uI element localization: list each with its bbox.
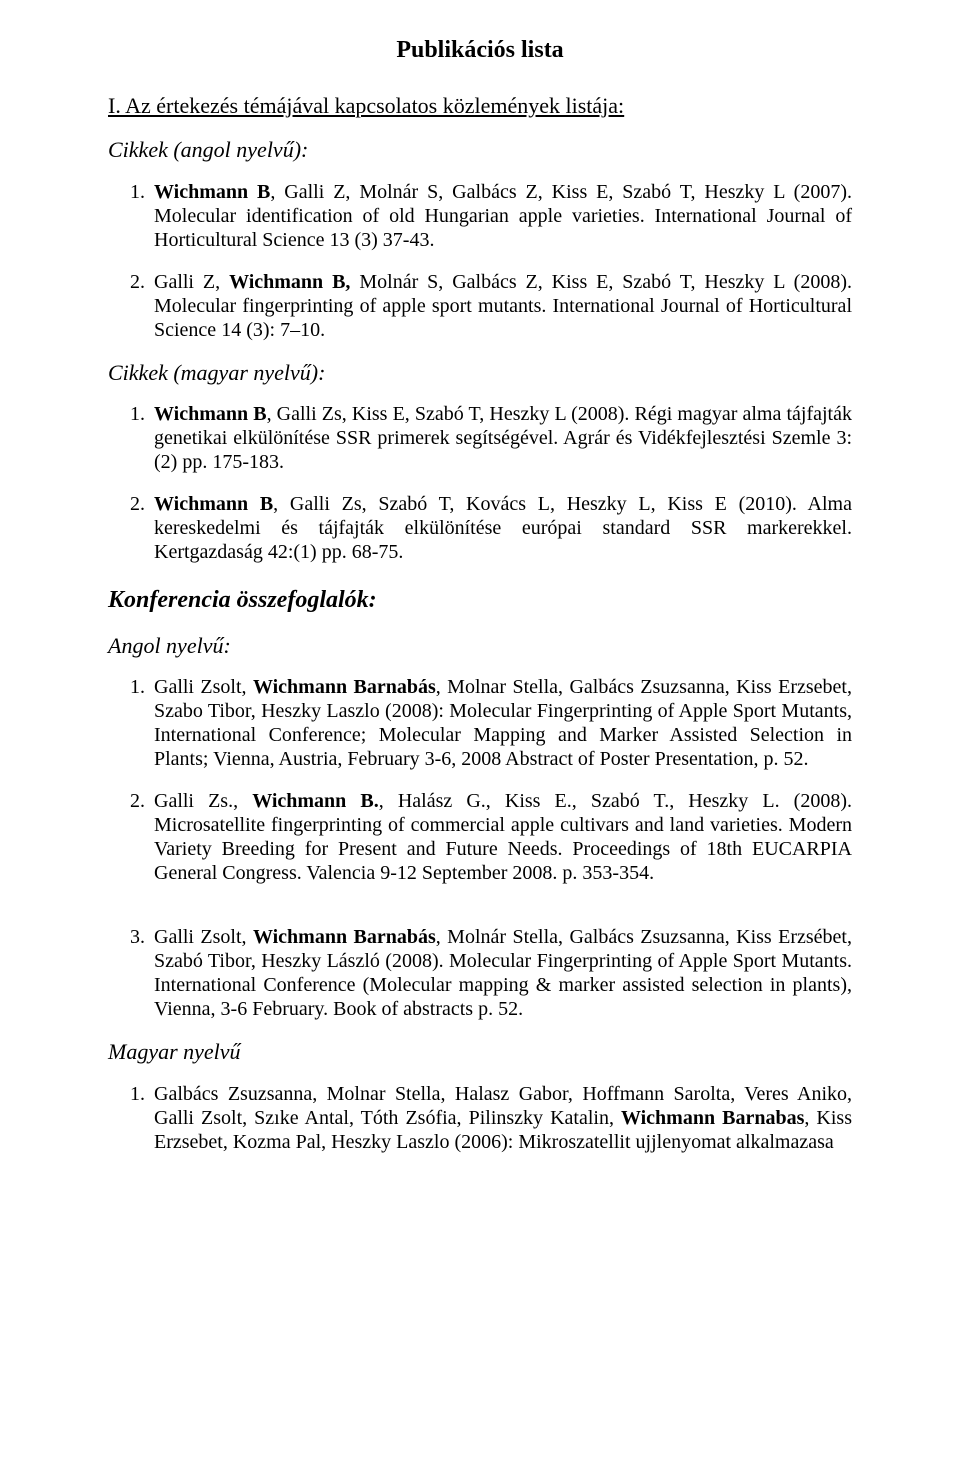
author-bold: Wichmann B <box>154 493 273 515</box>
author-bold: Wichmann Barnabás <box>253 676 436 698</box>
list-item: Galli Z, Wichmann B, Molnár S, Galbács Z… <box>150 270 852 342</box>
author-bold: Wichmann Barnabas <box>621 1107 804 1129</box>
section-heading-main: I. Az értekezés témájával kapcsolatos kö… <box>108 93 852 119</box>
list-item: Galli Zsolt, Wichmann Barnabás, Molnar S… <box>150 675 852 771</box>
list-cikkek-angol: Wichmann B, Galli Z, Molnár S, Galbács Z… <box>108 180 852 342</box>
subheading-cikkek-angol: Cikkek (angol nyelvű): <box>108 137 852 163</box>
subheading-cikkek-magyar: Cikkek (magyar nyelvű): <box>108 360 852 386</box>
citation-prefix: Galli Zsolt, <box>154 676 253 698</box>
page-title: Publikációs lista <box>108 36 852 65</box>
list-konf-magyar: Galbács Zsuzsanna, Molnar Stella, Halasz… <box>108 1082 852 1154</box>
author-bold: Wichmann B <box>154 403 267 425</box>
list-konf-angol: Galli Zsolt, Wichmann Barnabás, Molnar S… <box>108 675 852 1021</box>
author-bold: Wichmann B, <box>229 271 350 293</box>
list-item: Wichmann B, Galli Zs, Szabó T, Kovács L,… <box>150 492 852 564</box>
citation-prefix: Galli Zsolt, <box>154 926 253 948</box>
subheading-angol: Angol nyelvű: <box>108 633 852 659</box>
subheading-magyar: Magyar nyelvű <box>108 1039 852 1065</box>
list-item: Galli Zs., Wichmann B., Halász G., Kiss … <box>150 789 852 885</box>
citation-prefix: Galli Z, <box>154 271 229 293</box>
heading-konferencia: Konferencia összefoglalók: <box>108 586 852 615</box>
citation-prefix: Galli Zs., <box>154 790 252 812</box>
author-bold: Wichmann B <box>154 181 270 203</box>
list-item: Wichmann B, Galli Zs, Kiss E, Szabó T, H… <box>150 402 852 474</box>
list-cikkek-magyar: Wichmann B, Galli Zs, Kiss E, Szabó T, H… <box>108 402 852 564</box>
author-bold: Wichmann Barnabás <box>253 926 436 948</box>
list-item: Wichmann B, Galli Z, Molnár S, Galbács Z… <box>150 180 852 252</box>
list-item: Galli Zsolt, Wichmann Barnabás, Molnár S… <box>150 925 852 1021</box>
list-item: Galbács Zsuzsanna, Molnar Stella, Halasz… <box>150 1082 852 1154</box>
author-bold: Wichmann B. <box>252 790 379 812</box>
